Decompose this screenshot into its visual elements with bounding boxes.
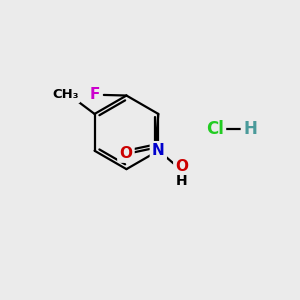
Text: CH₃: CH₃ xyxy=(52,88,78,101)
Text: O: O xyxy=(119,146,132,160)
Text: F: F xyxy=(90,87,100,102)
Text: H: H xyxy=(243,120,257,138)
Text: H: H xyxy=(176,174,188,188)
Text: Cl: Cl xyxy=(206,120,224,138)
Text: O: O xyxy=(176,158,188,173)
Text: N: N xyxy=(152,143,165,158)
